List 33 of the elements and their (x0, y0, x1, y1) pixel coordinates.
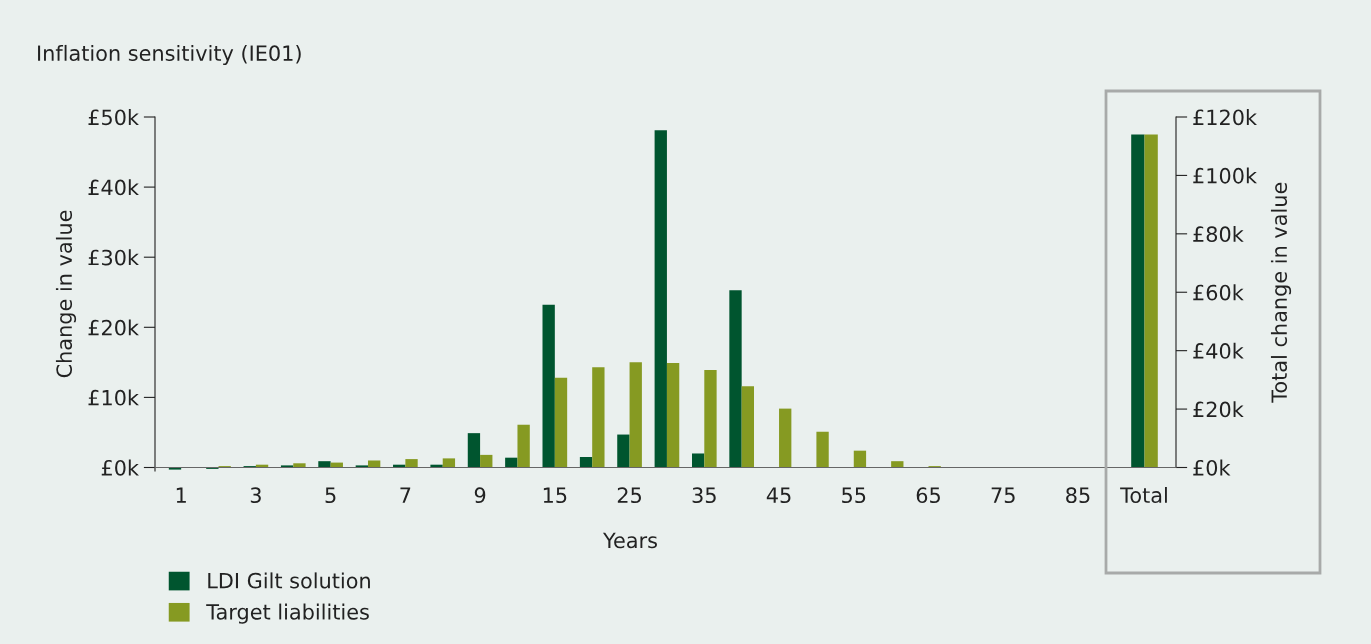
x-tick-label: Total (1120, 486, 1167, 504)
x-tick-label: 75 (991, 487, 1015, 504)
x-tick-label: 45 (766, 487, 791, 504)
legend-label: Target liabilities (206, 603, 369, 624)
x-axis-title: Years (602, 532, 657, 549)
x-tick-label: 5 (325, 487, 336, 504)
y-tick-label: £20k (88, 319, 139, 336)
legend-label: LDI Gilt solution (208, 572, 370, 589)
y-tick-label: £0k (1193, 459, 1231, 476)
x-tick-label: 35 (692, 487, 716, 504)
y-tick-label: £120k (1193, 109, 1257, 126)
y-tick-label: £30k (88, 249, 139, 266)
y-axis-title: Change in value (55, 210, 77, 378)
x-tick-label: 55 (842, 487, 866, 504)
chart-title: Inflation sensitivity (IE01) (38, 44, 301, 66)
y-tick-label: £50k (88, 109, 139, 126)
x-tick-label: 85 (1066, 487, 1090, 504)
x-tick-label: 3 (250, 487, 261, 504)
x-tick-label: 65 (916, 487, 940, 504)
y-tick-label: £0k (101, 459, 139, 476)
y-tick-label: £40k (88, 179, 139, 196)
y-tick-label: £10k (88, 389, 139, 406)
y-tick-label: £20k (1193, 401, 1244, 418)
x-tick-label: 15 (543, 487, 567, 504)
x-tick-label: 9 (474, 487, 486, 504)
x-tick-label: 25 (617, 487, 641, 504)
y-tick-label: £80k (1193, 225, 1244, 243)
y-axis-title: Total change in value (1270, 182, 1292, 403)
x-tick-label: 7 (400, 487, 411, 503)
y-tick-label: £60k (1193, 284, 1244, 301)
y-tick-label: £100k (1193, 167, 1257, 184)
y-tick-label: £40k (1193, 342, 1244, 359)
x-tick-label: 1 (176, 487, 186, 503)
